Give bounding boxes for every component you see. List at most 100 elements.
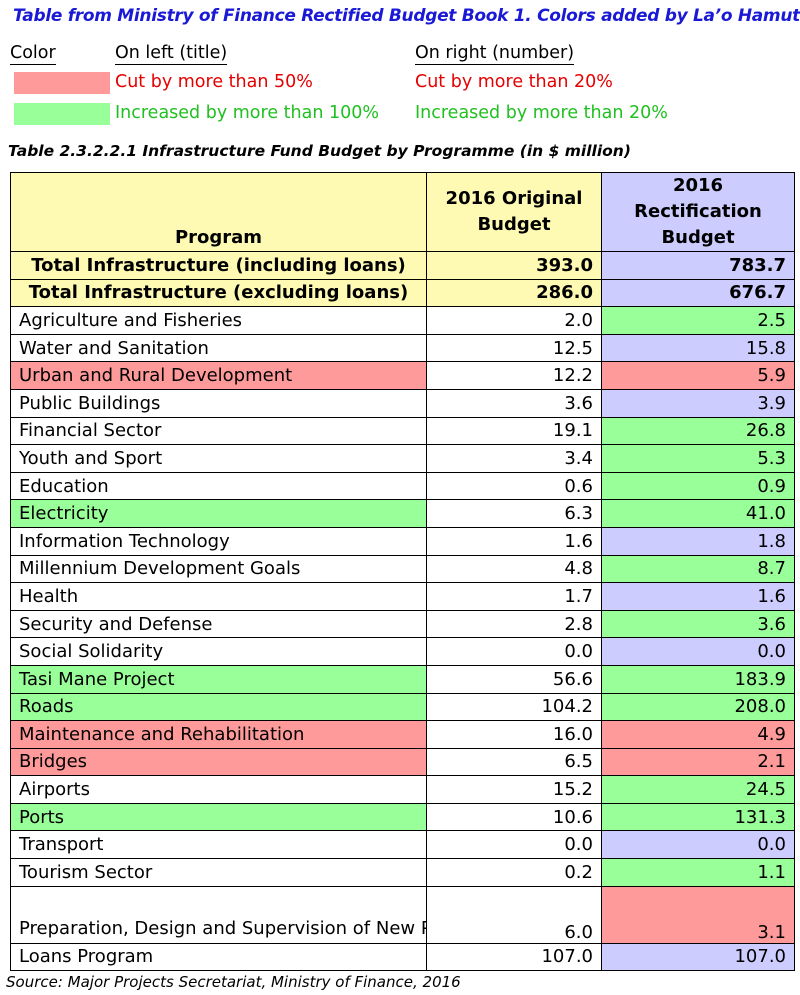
original-budget-cell: 104.2 <box>426 692 602 722</box>
original-budget-cell: 12.5 <box>426 333 602 363</box>
column-header-original-budget: 2016 Original Budget <box>426 172 602 252</box>
program-cell: Urban and Rural Development <box>10 361 427 390</box>
original-budget-cell: 4.8 <box>426 554 602 584</box>
column-header-rectification-budget: 2016 Rectification Budget <box>601 172 795 252</box>
legend-cut-right: Cut by more than 20% <box>415 72 613 92</box>
program-cell: Water and Sanitation <box>10 333 427 363</box>
rectification-budget-cell: 26.8 <box>601 416 795 446</box>
rectification-budget-cell: 3.9 <box>601 388 795 418</box>
program-cell: Bridges <box>10 747 427 777</box>
rectification-budget-cell: 24.5 <box>601 775 795 804</box>
table-row: Ports 10.6 131.3 <box>10 802 795 832</box>
original-budget-cell: 2.8 <box>426 609 602 639</box>
rectification-budget-cell: 0.0 <box>601 830 795 860</box>
table-row: Water and Sanitation 12.5 15.8 <box>10 333 795 363</box>
original-budget-cell: 393.0 <box>426 251 602 280</box>
original-budget-cell: 107.0 <box>426 942 602 972</box>
rectification-budget-cell: 1.6 <box>601 582 795 611</box>
rectification-budget-cell: 1.8 <box>601 526 795 556</box>
legend-header-color: Color <box>10 43 56 65</box>
table-row: Transport 0.0 0.0 <box>10 830 795 860</box>
rectification-budget-cell: 676.7 <box>601 278 795 308</box>
column-header-program: Program <box>10 172 427 252</box>
rectification-budget-cell: 5.3 <box>601 444 795 473</box>
program-cell: Tasi Mane Project <box>10 664 427 694</box>
rectification-budget-cell: 208.0 <box>601 692 795 722</box>
program-cell: Total Infrastructure (excluding loans) <box>10 278 427 308</box>
table-title: Table 2.3.2.2.1 Infrastructure Fund Budg… <box>8 142 631 160</box>
table-row: Public Buildings 3.6 3.9 <box>10 388 795 418</box>
program-cell: Airports <box>10 775 427 804</box>
rectification-budget-cell: 0.9 <box>601 471 795 501</box>
rectification-budget-cell: 3.6 <box>601 609 795 639</box>
original-budget-cell: 6.3 <box>426 499 602 528</box>
legend-cut-left: Cut by more than 50% <box>115 72 313 92</box>
increase-color-swatch <box>14 103 110 125</box>
original-budget-cell: 12.2 <box>426 361 602 390</box>
table-row: Tourism Sector 0.2 1.1 <box>10 858 795 887</box>
legend-increase-left: Increased by more than 100% <box>115 103 380 123</box>
table-header-row: Program 2016 Original Budget 2016 Rectif… <box>10 172 795 252</box>
rectification-budget-cell: 5.9 <box>601 361 795 390</box>
table-row: Electricity 6.3 41.0 <box>10 499 795 528</box>
table-row: Millennium Development Goals 4.8 8.7 <box>10 554 795 584</box>
table-row: Financial Sector 19.1 26.8 <box>10 416 795 446</box>
original-budget-cell: 286.0 <box>426 278 602 308</box>
table-row: Education 0.6 0.9 <box>10 471 795 501</box>
rectification-budget-cell: 107.0 <box>601 942 795 972</box>
program-cell: Security and Defense <box>10 609 427 639</box>
program-cell: Education <box>10 471 427 501</box>
original-budget-cell: 15.2 <box>426 775 602 804</box>
table-row: Social Solidarity 0.0 0.0 <box>10 637 795 666</box>
table-row: Airports 15.2 24.5 <box>10 775 795 804</box>
program-cell: Preparation, Design and Supervision of N… <box>10 885 427 944</box>
table-row: Youth and Sport 3.4 5.3 <box>10 444 795 473</box>
legend-header-left: On left (title) <box>115 43 228 65</box>
program-cell: Roads <box>10 692 427 722</box>
rectification-budget-cell: 0.0 <box>601 637 795 666</box>
table-row: Tasi Mane Project 56.6 183.9 <box>10 664 795 694</box>
original-budget-cell: 19.1 <box>426 416 602 446</box>
original-budget-cell: 1.7 <box>426 582 602 611</box>
rectification-budget-cell: 1.1 <box>601 858 795 887</box>
table-row: Health 1.7 1.6 <box>10 582 795 611</box>
rectification-budget-cell: 4.9 <box>601 720 795 749</box>
program-cell: Tourism Sector <box>10 858 427 887</box>
program-cell: Health <box>10 582 427 611</box>
rectification-budget-cell: 183.9 <box>601 664 795 694</box>
original-budget-cell: 6.5 <box>426 747 602 777</box>
program-cell: Maintenance and Rehabilitation <box>10 720 427 749</box>
rectification-budget-cell: 2.1 <box>601 747 795 777</box>
table-row: Total Infrastructure (excluding loans) 28… <box>10 278 795 308</box>
original-budget-cell: 0.6 <box>426 471 602 501</box>
program-cell: Electricity <box>10 499 427 528</box>
original-budget-cell: 0.0 <box>426 637 602 666</box>
table-row: Agriculture and Fisheries 2.0 2.5 <box>10 306 795 335</box>
program-cell: Ports <box>10 802 427 832</box>
program-cell: Loans Program <box>10 942 427 972</box>
infrastructure-budget-table: Program 2016 Original Budget 2016 Rectif… <box>10 172 795 972</box>
original-budget-cell: 3.4 <box>426 444 602 473</box>
original-budget-cell: 1.6 <box>426 526 602 556</box>
rectification-budget-cell: 41.0 <box>601 499 795 528</box>
original-budget-cell: 2.0 <box>426 306 602 335</box>
original-budget-cell: 56.6 <box>426 664 602 694</box>
original-budget-cell: 6.0 <box>426 885 602 944</box>
table-row: Preparation, Design and Supervision of N… <box>10 885 795 944</box>
program-cell: Financial Sector <box>10 416 427 446</box>
header-note: Table from Ministry of Finance Rectified… <box>13 6 800 26</box>
original-budget-cell: 10.6 <box>426 802 602 832</box>
legend-increase-right: Increased by more than 20% <box>415 103 668 123</box>
rectification-budget-cell: 3.1 <box>601 885 795 944</box>
original-budget-cell: 0.2 <box>426 858 602 887</box>
program-cell: Information Technology <box>10 526 427 556</box>
original-budget-cell: 16.0 <box>426 720 602 749</box>
table-row: Urban and Rural Development 12.2 5.9 <box>10 361 795 390</box>
table-row: Bridges 6.5 2.1 <box>10 747 795 777</box>
program-cell: Millennium Development Goals <box>10 554 427 584</box>
table-row: Security and Defense 2.8 3.6 <box>10 609 795 639</box>
rectification-budget-cell: 131.3 <box>601 802 795 832</box>
rectification-budget-cell: 783.7 <box>601 251 795 280</box>
program-cell: Social Solidarity <box>10 637 427 666</box>
cut-color-swatch <box>14 72 110 94</box>
